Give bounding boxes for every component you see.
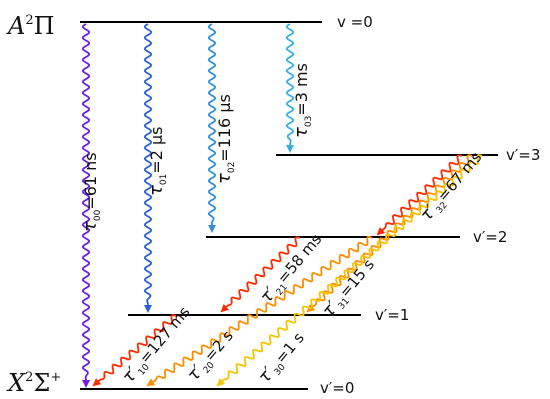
label-x-v1: v′=1 — [375, 306, 409, 324]
decay-arrow-t20 — [146, 235, 373, 387]
label-t30: τ′30=1 s — [255, 328, 311, 388]
label-a-v0: v =0 — [337, 13, 373, 31]
label-x-v0: v′=0 — [320, 379, 354, 397]
decay-arrow-t01 — [143, 23, 153, 313]
upper-state-label: A2Π — [6, 12, 55, 40]
svg-text:τ02=116 μs: τ02=116 μs — [214, 94, 237, 184]
svg-text:τ′21=58 ms: τ′21=58 ms — [257, 230, 328, 309]
decay-arrow-t03 — [285, 23, 295, 153]
decay-arrows — [81, 23, 483, 388]
label-t00: τ00=61 ns — [80, 152, 103, 232]
svg-text:τ′32=67 ms: τ′32=67 ms — [417, 148, 488, 227]
label-x-v2: v′=2 — [473, 228, 507, 246]
lower-state-label: X2Σ+ — [6, 369, 61, 397]
decay-arrow-t02 — [207, 23, 217, 233]
svg-text:τ01=2 μs: τ01=2 μs — [146, 127, 169, 196]
decay-arrow-t30 — [216, 154, 483, 387]
svg-text:τ00=61 ns: τ00=61 ns — [80, 152, 103, 232]
decay-arrow-t00 — [81, 23, 91, 388]
decay-arrow-t31 — [306, 154, 473, 313]
decay-arrow-t21 — [220, 236, 301, 313]
label-t21: τ′21=58 ms — [257, 230, 328, 309]
label-t02: τ02=116 μs — [214, 94, 237, 184]
svg-text:τ′30=1 s: τ′30=1 s — [255, 328, 311, 388]
decay-arrow-t10 — [92, 314, 177, 387]
label-t03: τ03=3 ms — [291, 63, 314, 138]
label-x-v3: v′=3 — [506, 146, 540, 164]
decay-arrow-t32 — [376, 154, 463, 236]
svg-text:τ03=3 ms: τ03=3 ms — [291, 63, 314, 138]
lifetime-labels: τ00=61 ns τ01=2 μs τ02=116 μs τ03=3 ms τ… — [80, 63, 488, 388]
label-t32: τ′32=67 ms — [417, 148, 488, 227]
label-t01: τ01=2 μs — [146, 127, 169, 196]
